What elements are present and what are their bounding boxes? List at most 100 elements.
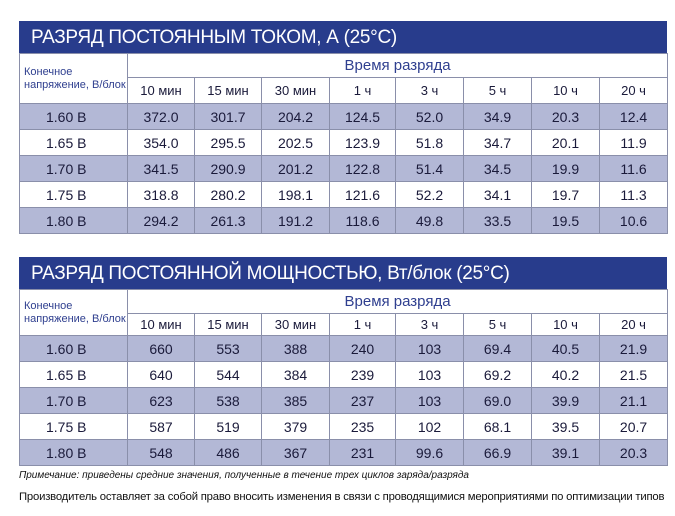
value-cell: 198.1 <box>261 181 330 208</box>
table-row: 1.70 В 623 538 385 237 103 69.0 39.9 21.1 <box>19 387 669 414</box>
power-discharge-table: Конечное напряжение, В/блок Время разряд… <box>19 289 669 466</box>
value-cell: 39.9 <box>531 387 600 414</box>
value-cell: 69.4 <box>463 335 532 362</box>
value-cell: 519 <box>194 413 262 440</box>
voltage-cell: 1.60 В <box>19 103 128 130</box>
table-row: 1.60 В 660 553 388 240 103 69.4 40.5 21.9 <box>19 335 669 362</box>
value-cell: 388 <box>261 335 330 362</box>
value-cell: 301.7 <box>194 103 262 130</box>
table-row: 1.80 В 548 486 367 231 99.6 66.9 39.1 20.3 <box>19 439 669 466</box>
voltage-cell: 1.60 В <box>19 335 128 362</box>
value-cell: 290.9 <box>194 155 262 182</box>
value-cell: 544 <box>194 361 262 388</box>
value-cell: 40.5 <box>531 335 600 362</box>
value-cell: 587 <box>127 413 195 440</box>
current-discharge-title: РАЗРЯД ПОСТОЯННЫМ ТОКОМ, А (25°C) <box>19 21 667 53</box>
duration-header: 20 ч <box>598 77 669 104</box>
current-discharge-block: РАЗРЯД ПОСТОЯННЫМ ТОКОМ, А (25°C) Конечн… <box>19 21 669 234</box>
value-cell: 34.7 <box>463 129 532 156</box>
value-cell: 623 <box>127 387 195 414</box>
disclaimer: Производитель оставляет за собой право в… <box>19 491 665 503</box>
value-cell: 261.3 <box>194 207 262 234</box>
value-cell: 39.5 <box>531 413 600 440</box>
duration-header: 15 мин <box>194 313 262 336</box>
duration-header: 1 ч <box>329 77 396 104</box>
value-cell: 341.5 <box>127 155 195 182</box>
value-cell: 21.9 <box>598 335 669 362</box>
duration-header: 10 ч <box>531 77 600 104</box>
value-cell: 231 <box>329 439 396 466</box>
duration-header: 15 мин <box>194 77 262 104</box>
table-row: 1.80 В 294.2 261.3 191.2 118.6 49.8 33.5 19.5 10… <box>19 207 669 234</box>
value-cell: 318.8 <box>127 181 195 208</box>
value-cell: 33.5 <box>463 207 532 234</box>
value-cell: 191.2 <box>261 207 330 234</box>
duration-header: 10 мин <box>127 313 195 336</box>
value-cell: 103 <box>395 387 464 414</box>
voltage-cell: 1.80 В <box>19 207 128 234</box>
duration-header: 3 ч <box>395 77 464 104</box>
value-cell: 379 <box>261 413 330 440</box>
value-cell: 10.6 <box>598 207 669 234</box>
value-cell: 20.3 <box>598 439 669 466</box>
voltage-cell: 1.80 В <box>19 439 128 466</box>
value-cell: 34.1 <box>463 181 532 208</box>
value-cell: 34.5 <box>463 155 532 182</box>
time-header: Время разряда <box>126 53 669 78</box>
duration-header: 30 мин <box>261 313 330 336</box>
value-cell: 385 <box>261 387 330 414</box>
value-cell: 294.2 <box>127 207 195 234</box>
value-cell: 486 <box>194 439 262 466</box>
value-cell: 20.3 <box>531 103 600 130</box>
value-cell: 51.8 <box>395 129 464 156</box>
footnote: Примечание: приведены средние значения, … <box>19 470 469 481</box>
value-cell: 19.9 <box>531 155 600 182</box>
value-cell: 69.2 <box>463 361 532 388</box>
value-cell: 202.5 <box>261 129 330 156</box>
table-row: 1.65 В 354.0 295.5 202.5 123.9 51.8 34.7 20.1 11… <box>19 129 669 156</box>
value-cell: 102 <box>395 413 464 440</box>
value-cell: 52.0 <box>395 103 464 130</box>
value-cell: 553 <box>194 335 262 362</box>
value-cell: 21.1 <box>598 387 669 414</box>
value-cell: 103 <box>395 335 464 362</box>
value-cell: 52.2 <box>395 181 464 208</box>
value-cell: 124.5 <box>329 103 396 130</box>
voltage-cell: 1.75 В <box>19 181 128 208</box>
value-cell: 12.4 <box>598 103 669 130</box>
value-cell: 51.4 <box>395 155 464 182</box>
duration-header: 5 ч <box>463 313 532 336</box>
value-cell: 240 <box>329 335 396 362</box>
current-discharge-table: Конечное напряжение, В/блок Время разряд… <box>19 53 669 234</box>
value-cell: 99.6 <box>395 439 464 466</box>
duration-header: 5 ч <box>463 77 532 104</box>
value-cell: 354.0 <box>127 129 195 156</box>
value-cell: 68.1 <box>463 413 532 440</box>
time-header: Время разряда <box>126 289 669 314</box>
value-cell: 21.5 <box>598 361 669 388</box>
duration-header: 3 ч <box>395 313 464 336</box>
table-row: 1.65 В 640 544 384 239 103 69.2 40.2 21.5 <box>19 361 669 388</box>
value-cell: 118.6 <box>329 207 396 234</box>
table-row: 1.60 В 372.0 301.7 204.2 124.5 52.0 34.9 20.3 12… <box>19 103 669 130</box>
value-cell: 121.6 <box>329 181 396 208</box>
value-cell: 548 <box>127 439 195 466</box>
value-cell: 69.0 <box>463 387 532 414</box>
duration-header: 10 ч <box>531 313 600 336</box>
value-cell: 11.6 <box>598 155 669 182</box>
value-cell: 19.5 <box>531 207 600 234</box>
voltage-cell: 1.70 В <box>19 387 128 414</box>
value-cell: 237 <box>329 387 396 414</box>
value-cell: 640 <box>127 361 195 388</box>
value-cell: 295.5 <box>194 129 262 156</box>
value-cell: 538 <box>194 387 262 414</box>
value-cell: 20.1 <box>531 129 600 156</box>
value-cell: 204.2 <box>261 103 330 130</box>
duration-header: 30 мин <box>261 77 330 104</box>
value-cell: 201.2 <box>261 155 330 182</box>
value-cell: 384 <box>261 361 330 388</box>
power-discharge-title: РАЗРЯД ПОСТОЯННОЙ МОЩНОСТЬЮ, Вт/блок (25… <box>19 257 667 289</box>
value-cell: 123.9 <box>329 129 396 156</box>
value-cell: 66.9 <box>463 439 532 466</box>
value-cell: 103 <box>395 361 464 388</box>
